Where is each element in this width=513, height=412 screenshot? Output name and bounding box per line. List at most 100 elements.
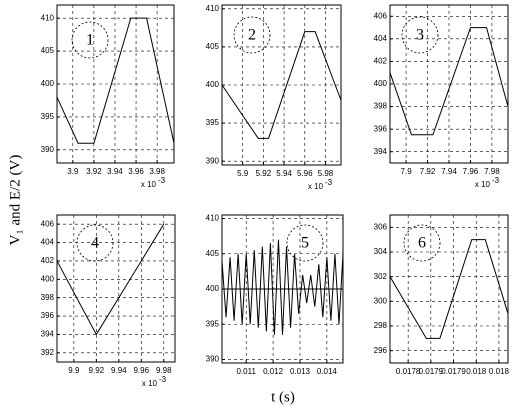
y-tick-label: 405 <box>206 249 220 258</box>
x-tick-label: 9.98 <box>156 366 172 375</box>
y-tick-label: 405 <box>206 42 220 51</box>
x-tick-label: 0.018 <box>489 367 510 376</box>
plot-area <box>57 5 174 163</box>
annotation: 3 <box>416 27 424 44</box>
y-tick-label: 404 <box>41 238 55 247</box>
axis-multiplier: x 10 <box>142 379 158 388</box>
x-tick-label: 9.9 <box>68 366 80 375</box>
plot-area <box>222 5 341 165</box>
y-tick-label: 298 <box>374 321 388 330</box>
x-tick-label: 0.011 <box>236 367 256 376</box>
y-tick-label: 395 <box>206 319 220 328</box>
data-line <box>389 27 509 136</box>
plot-frame <box>389 4 509 164</box>
axis-multiplier: x 10 <box>141 180 157 189</box>
plot-frame <box>389 214 509 364</box>
y-tick-label: 300 <box>374 296 388 305</box>
x-tick-label: 0.018 <box>466 367 487 376</box>
x-tick-label: 9.94 <box>111 366 127 375</box>
y-tick-label: 390 <box>41 145 55 154</box>
annotation-circle <box>233 16 271 54</box>
y-tick-label: 394 <box>374 147 388 156</box>
x-tick-label: 0.0179 <box>419 367 444 376</box>
annotation: 1 <box>86 32 94 49</box>
data-line <box>56 17 175 144</box>
annotation: 5 <box>301 235 309 252</box>
annotation-circle <box>76 224 114 262</box>
y-tick-label: 390 <box>206 156 220 165</box>
x-tick-label: 5.92 <box>256 169 272 178</box>
axis-multiplier-exponent: -3 <box>325 178 333 187</box>
data-line <box>56 223 165 336</box>
x-tick-label: 5.9 <box>237 169 249 178</box>
axis-multiplier-exponent: -3 <box>492 176 500 185</box>
data-line <box>221 239 344 335</box>
y-tick-label: 410 <box>41 13 55 22</box>
y-tick-label: 302 <box>374 272 388 281</box>
x-tick-label: 3.94 <box>107 167 123 176</box>
x-axis-label: t (s) <box>271 389 295 405</box>
y-tick-label: 410 <box>206 4 220 13</box>
y-tick-label: 394 <box>41 330 55 339</box>
y-tick-label: 395 <box>41 112 55 121</box>
x-tick-label: 0.012 <box>263 367 284 376</box>
x-tick-label: 3.96 <box>128 167 144 176</box>
plot-frame <box>221 4 342 166</box>
y-tick-label: 410 <box>206 214 220 223</box>
panel: 390 395 400 405 410 0.011 0.012 0.013 0.014 5 <box>206 214 344 376</box>
plot-frame <box>56 4 175 164</box>
y-tick-label: 296 <box>374 346 388 355</box>
panel: 390 395 400 405 410 3.9 3.92 3.94 3.96 3.98 1 x 10-… <box>41 4 175 189</box>
x-tick-label: 7.9 <box>401 167 413 176</box>
x-tick-label: 0.014 <box>317 367 338 376</box>
y-tick-label: 398 <box>374 102 388 111</box>
y-tick-label: 406 <box>41 219 55 228</box>
y-axis-label: V₁ and E/2 (V) <box>7 155 23 246</box>
panel: 392 394 396 398 400 402 404 406 9.9 9.92 9.94 9.96 9… <box>41 214 176 388</box>
x-tick-label: 9.92 <box>89 366 105 375</box>
x-tick-label: 7.98 <box>484 167 500 176</box>
annotation: 6 <box>418 235 426 252</box>
y-tick-label: 396 <box>41 311 55 320</box>
y-tick-label: 304 <box>374 247 388 256</box>
axis-multiplier: x 10 <box>475 180 491 189</box>
y-tick-label: 406 <box>374 11 388 20</box>
annotation-circle <box>71 21 109 59</box>
panel: 390 395 400 405 410 5.9 5.92 5.94 5.96 5.98 2 x 10-… <box>206 4 342 191</box>
x-tick-label: 3.9 <box>67 167 79 176</box>
plot-frame <box>221 214 344 364</box>
x-tick-label: 3.92 <box>86 167 102 176</box>
y-tick-label: 400 <box>41 274 55 283</box>
x-tick-label: 9.96 <box>133 366 149 375</box>
y-tick-label: 405 <box>41 46 55 55</box>
data-line <box>221 31 342 139</box>
x-tick-label: 3.98 <box>149 167 165 176</box>
axis-multiplier-exponent: -3 <box>158 176 166 185</box>
plot-frame <box>56 214 176 363</box>
x-tick-label: 0.013 <box>290 367 311 376</box>
annotation: 2 <box>248 27 256 44</box>
y-tick-label: 400 <box>374 79 388 88</box>
y-tick-label: 400 <box>206 284 220 293</box>
y-tick-label: 402 <box>374 57 388 66</box>
x-tick-label: 5.98 <box>318 169 334 178</box>
x-tick-label: 0.0179 <box>441 367 466 376</box>
annotation-circle <box>401 16 439 54</box>
annotation-circle <box>403 224 441 262</box>
y-tick-label: 390 <box>206 355 220 364</box>
data-line <box>389 239 509 339</box>
x-tick-label: 7.94 <box>441 167 457 176</box>
panel: 394 396 398 400 402 404 406 7.9 7.92 7.94 7.96 7.98… <box>374 4 509 189</box>
annotation-circle <box>286 224 324 262</box>
y-tick-label: 392 <box>41 348 55 357</box>
y-tick-label: 400 <box>206 80 220 89</box>
plot-area <box>57 215 175 362</box>
y-tick-label: 396 <box>374 124 388 133</box>
axis-multiplier-exponent: -3 <box>159 375 167 384</box>
x-tick-label: 7.96 <box>463 167 479 176</box>
y-tick-label: 395 <box>206 118 220 127</box>
plot-area <box>390 215 508 363</box>
y-tick-label: 306 <box>374 222 388 231</box>
